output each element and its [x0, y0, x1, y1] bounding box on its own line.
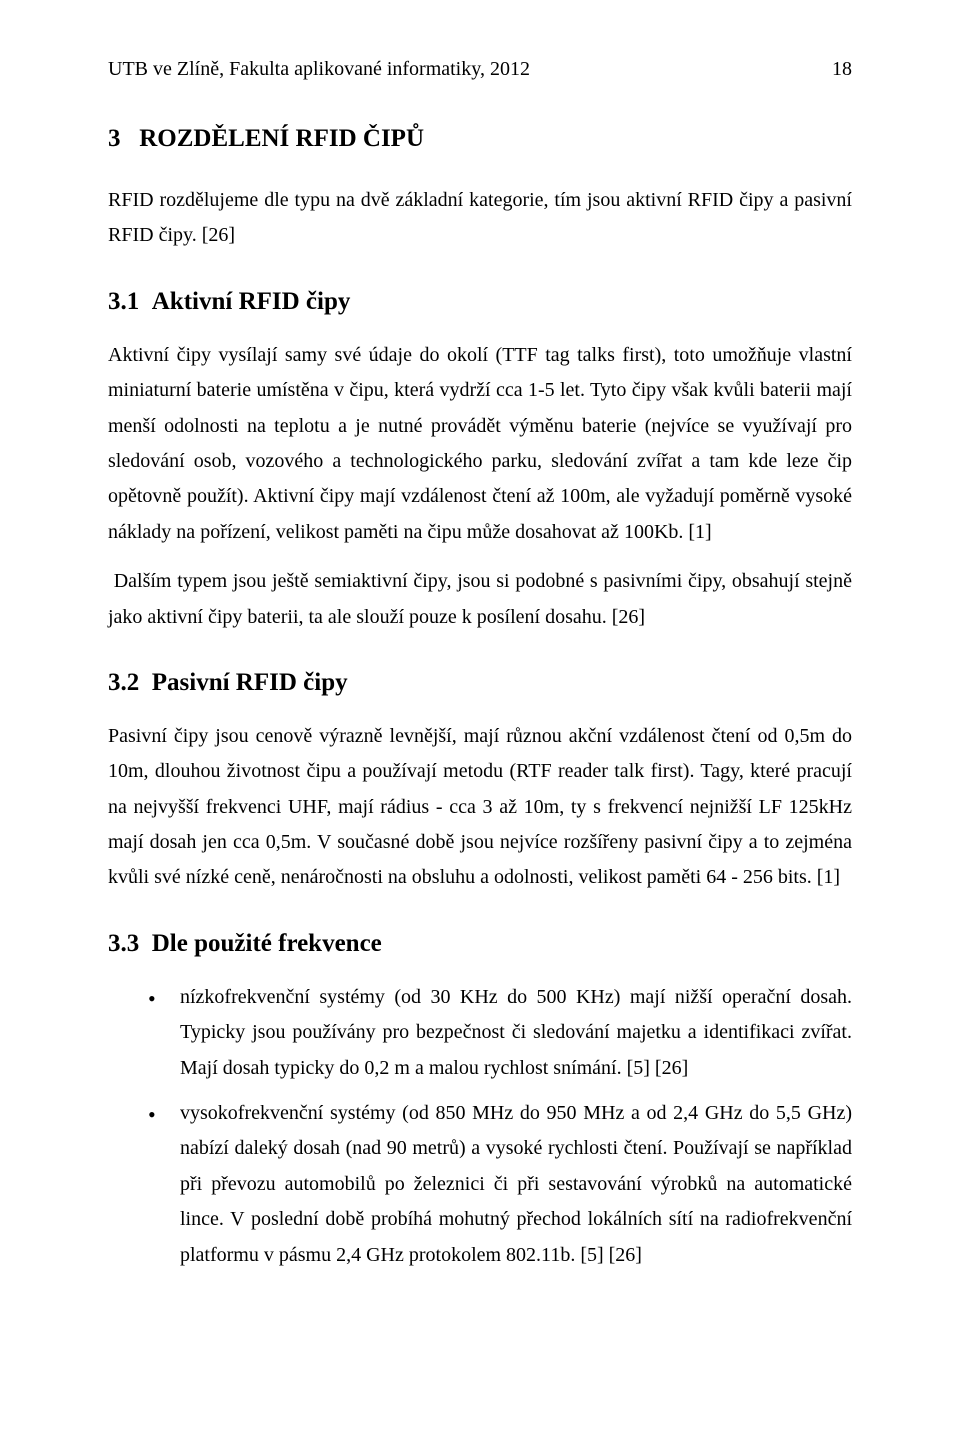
- chapter-title: ROZDĚLENÍ RFID ČIPŮ: [139, 125, 424, 152]
- intro-paragraph: RFID rozdělujeme dle typu na dvě základn…: [108, 183, 852, 254]
- section-3-2-paragraph: Pasivní čipy jsou cenově výrazně levnějš…: [108, 719, 852, 896]
- section-3-1-number: 3.1: [108, 288, 139, 315]
- list-item: nízkofrekvenční systémy (od 30 KHz do 50…: [148, 980, 852, 1086]
- header-page-number: 18: [832, 58, 852, 81]
- chapter-heading: 3 ROZDĚLENÍ RFID ČIPŮ: [108, 125, 852, 153]
- list-item: vysokofrekvenční systémy (od 850 MHz do …: [148, 1096, 852, 1273]
- section-3-1-heading: 3.1 Aktivní RFID čipy: [108, 288, 852, 316]
- section-3-2-number: 3.2: [108, 669, 139, 696]
- section-3-2-heading: 3.2 Pasivní RFID čipy: [108, 669, 852, 697]
- section-3-3-number: 3.3: [108, 930, 139, 957]
- section-3-2-title: Pasivní RFID čipy: [152, 669, 348, 696]
- section-3-1-paragraph-1: Aktivní čipy vysílají samy své údaje do …: [108, 338, 852, 550]
- section-3-1-title: Aktivní RFID čipy: [152, 288, 351, 315]
- section-3-3-heading: 3.3 Dle použité frekvence: [108, 930, 852, 958]
- section-3-3-bullet-list: nízkofrekvenční systémy (od 30 KHz do 50…: [148, 980, 852, 1273]
- header-left: UTB ve Zlíně, Fakulta aplikované informa…: [108, 58, 530, 81]
- section-3-3-title: Dle použité frekvence: [152, 930, 382, 957]
- page-header: UTB ve Zlíně, Fakulta aplikované informa…: [108, 58, 852, 81]
- page: UTB ve Zlíně, Fakulta aplikované informa…: [0, 0, 960, 1448]
- chapter-number: 3: [108, 125, 121, 152]
- section-3-1-paragraph-2: Dalším typem jsou ještě semiaktivní čipy…: [108, 564, 852, 635]
